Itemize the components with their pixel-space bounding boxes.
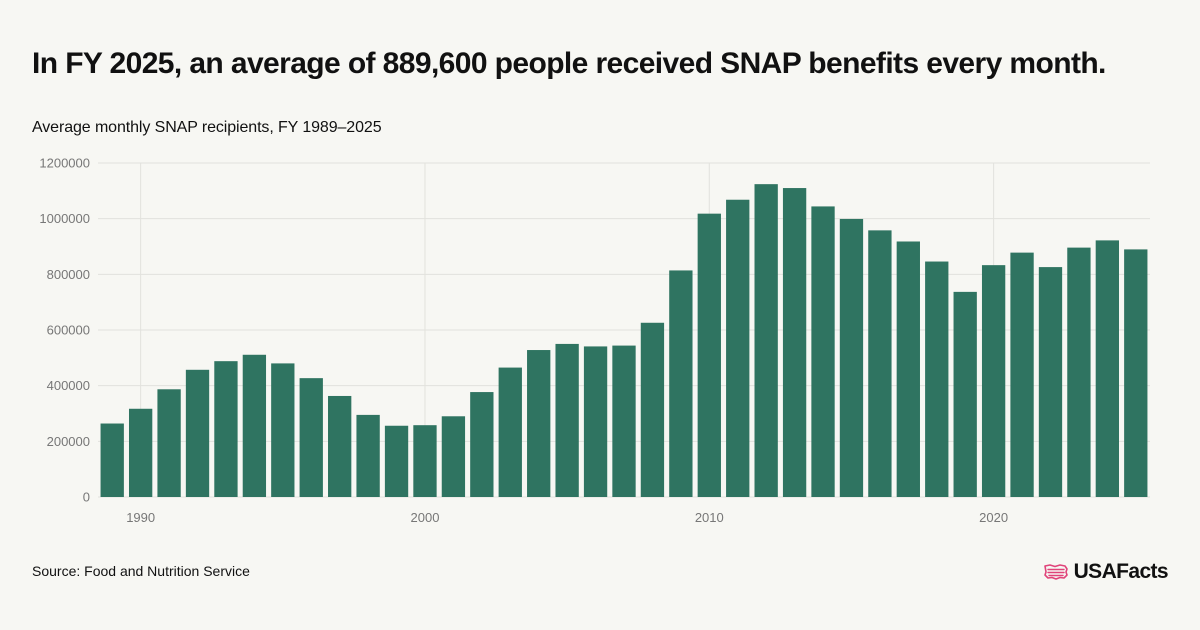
bar-2009[interactable] bbox=[669, 270, 693, 497]
bar-2014[interactable] bbox=[811, 206, 835, 498]
bar-2011[interactable] bbox=[726, 199, 750, 498]
bar-2000[interactable] bbox=[413, 425, 437, 497]
bar-1993[interactable] bbox=[214, 361, 238, 497]
bar-2021[interactable] bbox=[1010, 252, 1034, 497]
x-tick-label: 2000 bbox=[411, 510, 440, 525]
bar-2013[interactable] bbox=[782, 188, 807, 498]
bars bbox=[100, 184, 1148, 498]
bar-2003[interactable] bbox=[498, 367, 522, 497]
snap-recipients-bar-chart: 020000040000060000080000010000001200000 … bbox=[39, 156, 1150, 525]
bar-2005[interactable] bbox=[555, 343, 579, 497]
chart-subtitle: Average monthly SNAP recipients, FY 1989… bbox=[32, 119, 382, 136]
bar-1994[interactable] bbox=[242, 354, 267, 497]
bar-1996[interactable] bbox=[299, 378, 323, 497]
y-axis-ticks: 0 200000 400000 600000 800000 1000000 1200000 bbox=[39, 156, 90, 505]
x-tick-label: 1990 bbox=[126, 510, 155, 525]
bar-1991[interactable] bbox=[157, 389, 181, 497]
x-tick-label: 2010 bbox=[695, 510, 724, 525]
x-tick-label: 2020 bbox=[979, 510, 1008, 525]
bar-2019[interactable] bbox=[953, 291, 977, 497]
bar-2006[interactable] bbox=[583, 346, 608, 497]
chart-headline: In FY 2025, an average of 889,600 people… bbox=[32, 47, 1106, 80]
bar-2022[interactable] bbox=[1038, 267, 1063, 497]
bar-2016[interactable] bbox=[868, 230, 892, 497]
bar-1999[interactable] bbox=[384, 425, 409, 497]
bar-2001[interactable] bbox=[441, 416, 466, 497]
bar-2015[interactable] bbox=[839, 218, 864, 497]
us-flag-map-icon bbox=[1043, 564, 1068, 580]
bar-2023[interactable] bbox=[1067, 247, 1091, 497]
y-tick-label: 400000 bbox=[47, 378, 90, 393]
bar-1990[interactable] bbox=[128, 408, 153, 497]
brand-name: USAFacts bbox=[1073, 560, 1169, 583]
bar-2017[interactable] bbox=[896, 241, 920, 497]
bar-1998[interactable] bbox=[356, 414, 380, 497]
bar-2004[interactable] bbox=[527, 350, 551, 497]
bar-2020[interactable] bbox=[981, 265, 1006, 497]
bar-2012[interactable] bbox=[754, 184, 778, 498]
bar-1989[interactable] bbox=[100, 423, 124, 497]
bar-2025[interactable] bbox=[1124, 249, 1148, 497]
y-tick-label: 0 bbox=[83, 490, 90, 505]
bar-1997[interactable] bbox=[328, 395, 352, 497]
y-tick-label: 1000000 bbox=[39, 211, 90, 226]
brand-logo: USAFacts bbox=[1043, 560, 1169, 584]
source-note: Source: Food and Nutrition Service bbox=[32, 563, 250, 579]
bar-2018[interactable] bbox=[925, 261, 949, 497]
bar-2002[interactable] bbox=[470, 392, 494, 497]
bar-2010[interactable] bbox=[697, 213, 721, 497]
bar-2024[interactable] bbox=[1095, 240, 1120, 498]
bar-2007[interactable] bbox=[612, 345, 636, 497]
bar-1995[interactable] bbox=[271, 363, 295, 497]
bar-1992[interactable] bbox=[185, 369, 210, 497]
y-tick-label: 1200000 bbox=[39, 156, 90, 171]
x-axis-ticks: 1990 2000 2010 2020 bbox=[126, 510, 1008, 525]
y-tick-label: 600000 bbox=[47, 323, 90, 338]
y-tick-label: 200000 bbox=[47, 434, 90, 449]
bar-2008[interactable] bbox=[640, 322, 665, 497]
y-tick-label: 800000 bbox=[47, 267, 90, 282]
